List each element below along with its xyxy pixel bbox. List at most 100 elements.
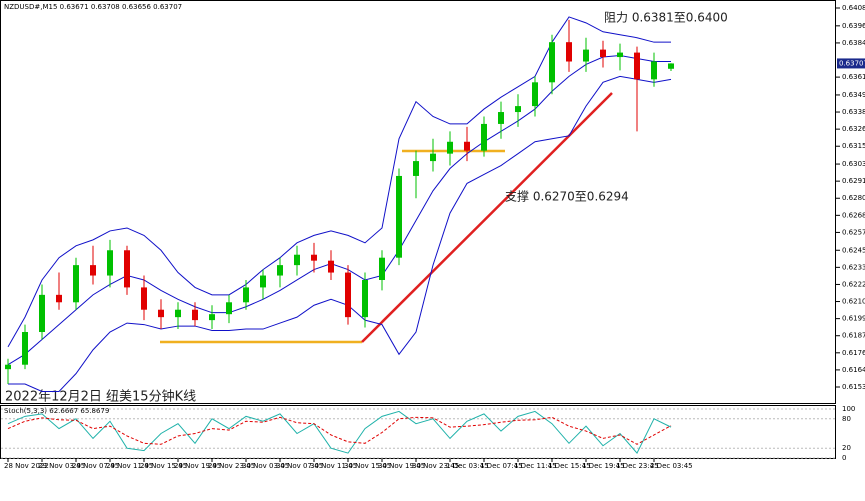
y-tick-label: 0.62915 [842, 177, 865, 185]
y-tick-label: 100 [842, 405, 855, 413]
last-price-box [837, 58, 865, 69]
candle-body [90, 265, 96, 276]
x-tick-label: 29 Nov 11:45 [106, 462, 153, 470]
candle-body [328, 260, 334, 273]
bollinger-band [8, 75, 672, 392]
candle-body [175, 309, 181, 318]
candle-body [107, 250, 113, 276]
candle-body [600, 49, 606, 58]
x-tick-label: 1 Dec 11:45 [514, 462, 557, 470]
last-price-label: 0.63707 [839, 59, 865, 67]
x-tick-label: 30 Nov 07:45 [276, 462, 323, 470]
candle-body [532, 82, 538, 107]
annotation: 支撑 0.6270至0.6294 [505, 189, 629, 204]
y-tick-label: 0.63265 [842, 125, 865, 133]
y-tick-label: 0.61530 [842, 383, 865, 391]
x-tick-label: 1 Dec 19:45 [582, 462, 625, 470]
annotation: 2022年12月2日 纽美15分钟K线 [5, 389, 196, 405]
candle-body [362, 279, 368, 318]
candle-body [56, 294, 62, 303]
candle-body [311, 254, 317, 261]
y-tick-label: 0.61645 [842, 366, 865, 374]
x-tick-label: 30 Nov 15:45 [344, 462, 391, 470]
x-tick-label: 29 Nov 03:45 [38, 462, 85, 470]
x-tick-label: 30 Nov 19:45 [378, 462, 425, 470]
candle-body [209, 314, 215, 321]
candle-body [243, 287, 249, 303]
y-tick-label: 0.62105 [842, 298, 865, 306]
candle-body [515, 106, 521, 113]
candle-body [430, 153, 436, 162]
x-tick-label: 1 Dec 15:45 [548, 462, 591, 470]
candle-body [413, 161, 419, 176]
y-tick-label: 0 [842, 454, 846, 462]
candle-body [481, 123, 487, 151]
candle-body [345, 272, 351, 318]
candle-body [617, 52, 623, 58]
x-tick-label: 1 Dec 23:45 [616, 462, 659, 470]
candle-body [566, 42, 572, 62]
y-tick-label: 20 [842, 444, 851, 452]
candle-body [226, 302, 232, 315]
candle-body [549, 42, 555, 83]
y-tick-label: 0.62685 [842, 211, 865, 219]
y-tick-label: 0.63615 [842, 73, 865, 81]
main-panel [0, 0, 836, 404]
bollinger-band [7, 55, 671, 366]
trend-line [361, 92, 613, 343]
x-tick-label: 30 Nov 03:45 [242, 462, 289, 470]
candle-body [447, 141, 453, 154]
stoch-line [7, 410, 672, 454]
chart-title: NZDUSD#,M15 0.63671 0.63708 0.63656 0.63… [4, 3, 182, 11]
stoch-line [7, 416, 672, 445]
bollinger-band [7, 16, 671, 348]
candle-body [396, 175, 402, 258]
x-tick-label: 30 Nov 23:45 [412, 462, 459, 470]
stoch-title: Stoch(5,3,3) 62.6667 65.8679 [4, 407, 109, 415]
y-tick-label: 80 [842, 415, 851, 423]
x-tick-label: 30 Nov 11:45 [310, 462, 357, 470]
candle-body [22, 332, 28, 365]
candle-body [583, 49, 589, 62]
y-tick-label: 0.62335 [842, 263, 865, 271]
candle-body [5, 364, 11, 370]
candle-body [634, 52, 640, 80]
x-tick-label: 1 Dec 03:45 [446, 462, 489, 470]
stoch-panel [0, 405, 836, 459]
candle-body [379, 257, 385, 280]
x-tick-label: 2 Dec 03:45 [650, 462, 693, 470]
candle-body [141, 287, 147, 310]
candle-body [124, 250, 130, 288]
x-tick-label: 1 Dec 07:45 [480, 462, 523, 470]
candle-body [73, 265, 79, 303]
y-tick-label: 0.63845 [842, 39, 865, 47]
candle-body [158, 309, 164, 318]
candle-body [668, 63, 674, 69]
x-tick-label: 29 Nov 23:45 [208, 462, 255, 470]
y-tick-label: 0.63495 [842, 91, 865, 99]
candle-body [192, 309, 198, 321]
candle-body [498, 112, 504, 124]
candle-body [464, 141, 470, 151]
candle-body [260, 275, 266, 288]
x-tick-label: 29 Nov 15:45 [140, 462, 187, 470]
candle-body [277, 265, 283, 276]
x-tick-label: 29 Nov 07:45 [72, 462, 119, 470]
y-tick-label: 0.61875 [842, 332, 865, 340]
candle-body [294, 254, 300, 266]
x-tick-label: 29 Nov 19:45 [174, 462, 221, 470]
candle-body [39, 294, 45, 333]
annotation: 阻力 0.6381至0.6400 [604, 11, 728, 25]
candle-body [651, 61, 657, 80]
